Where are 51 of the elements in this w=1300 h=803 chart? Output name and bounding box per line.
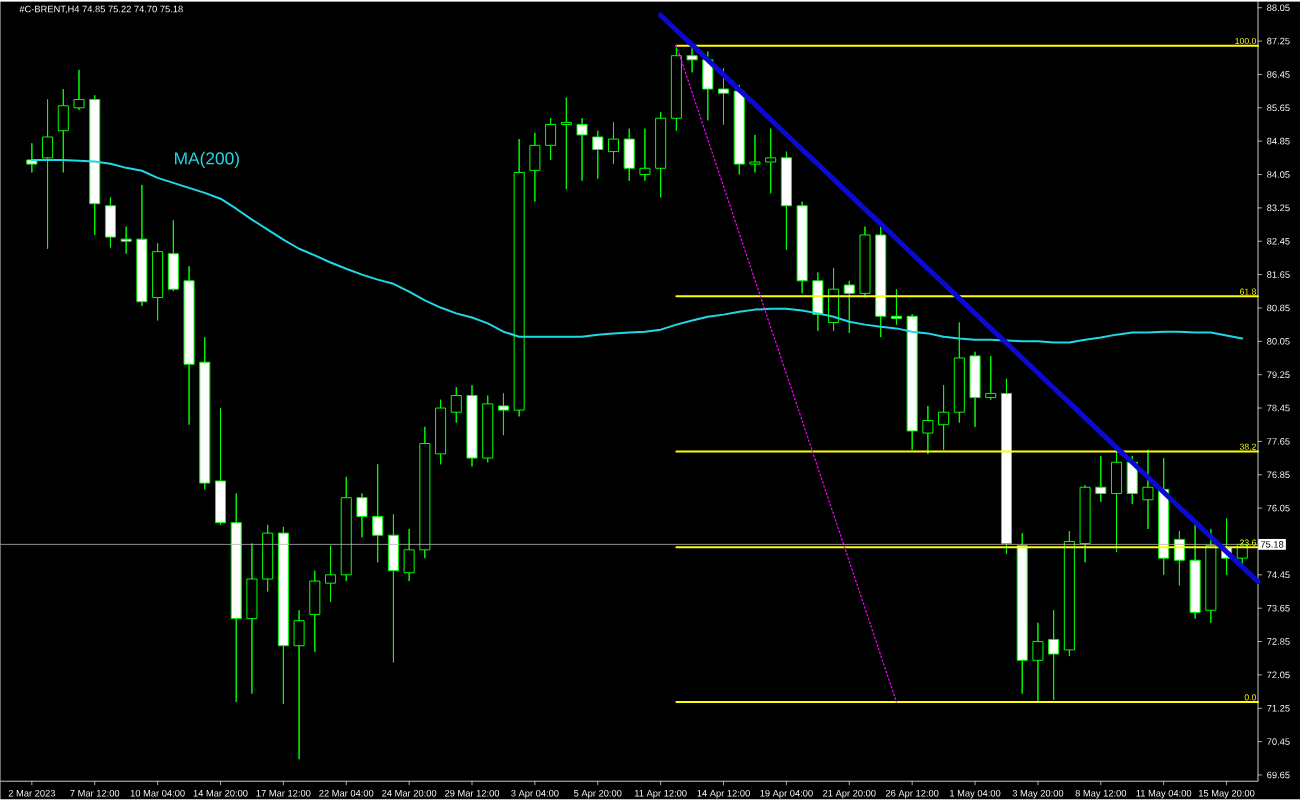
series-label: 100.0	[1235, 38, 1257, 45]
y-tick-label: 70.45	[1267, 738, 1290, 745]
y-tick-label: 76.05	[1267, 504, 1290, 512]
x-tick-label: 5 Apr 20:00	[574, 790, 622, 799]
series-label: MA(200)	[175, 151, 239, 169]
x-tick-label: 3 Apr 04:00	[511, 790, 559, 799]
x-tick-label: 21 Apr 20:00	[823, 790, 876, 799]
series-label: 0.0	[1244, 694, 1257, 701]
x-tick-label: 24 Mar 20:00	[382, 790, 437, 797]
x-tick-label: 3 May 20:00	[1012, 790, 1064, 799]
x-tick-label: 22 Mar 04:00	[319, 790, 374, 797]
series-label: 23.6	[1239, 539, 1257, 546]
y-tick-label: 80.05	[1267, 338, 1290, 345]
x-tick-label: 14 Apr 12:00	[697, 790, 750, 799]
y-tick-label: 84.85	[1267, 137, 1290, 145]
x-tick-label: 19 Apr 04:00	[760, 790, 813, 799]
y-tick-label: 79.25	[1267, 371, 1290, 379]
x-tick-label: 15 May 20:00	[1199, 790, 1255, 799]
x-tick-label: 10 Mar 04:00	[130, 790, 185, 797]
x-tick-label: 17 Mar 12:00	[256, 790, 311, 797]
y-tick-label: 80.85	[1267, 304, 1290, 312]
y-tick-label: 69.65	[1267, 771, 1290, 779]
y-tick-label: 87.25	[1267, 37, 1290, 45]
ref-line-label: 75.18	[1260, 541, 1284, 548]
series-label: 61.8	[1239, 288, 1257, 295]
x-tick-label: 8 May 12:00	[1075, 790, 1127, 799]
y-tick-label: 73.65	[1267, 604, 1290, 612]
x-tick-label: 2 Mar 2023	[8, 790, 56, 797]
y-tick-label: 74.45	[1267, 571, 1290, 579]
x-tick-label: 26 Apr 12:00	[885, 790, 939, 799]
series-label: 38.2	[1239, 443, 1256, 450]
y-tick-label: 86.45	[1267, 71, 1290, 78]
y-tick-label: 83.25	[1267, 204, 1290, 212]
y-tick-label: 76.85	[1267, 471, 1290, 479]
y-tick-label: 88.05	[1267, 4, 1290, 12]
x-tick-label: 11 May 04:00	[1136, 790, 1192, 799]
y-tick-label: 71.25	[1267, 705, 1290, 712]
x-tick-label: 11 Apr 12:00	[634, 790, 687, 799]
y-tick-label: 85.65	[1267, 104, 1290, 112]
x-tick-label: 14 Mar 20:00	[193, 790, 248, 797]
x-tick-label: 7 Mar 12:00	[70, 790, 120, 797]
x-tick-label: 29 Mar 12:00	[444, 790, 500, 797]
chart-title: #C-BRENT,H4 74.85 75.22 74.70 75.18	[19, 5, 183, 14]
y-tick-label: 82.45	[1267, 238, 1290, 245]
y-tick-label: 72.85	[1267, 638, 1290, 645]
x-tick-label: 1 May 04:00	[950, 790, 1001, 799]
y-tick-label: 81.65	[1267, 271, 1290, 278]
y-tick-label: 77.65	[1267, 438, 1290, 445]
y-tick-label: 72.05	[1267, 671, 1290, 679]
y-tick-label: 84.05	[1267, 171, 1290, 178]
y-tick-label: 78.45	[1267, 404, 1290, 412]
